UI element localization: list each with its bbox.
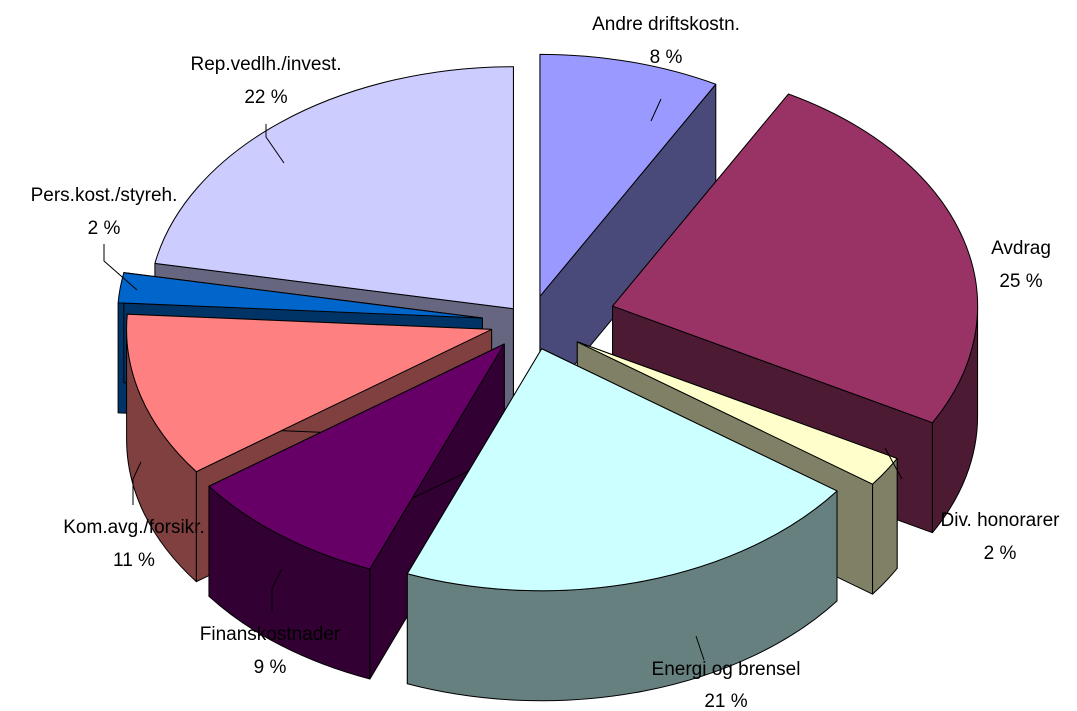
slice-top-andre-driftskostn: [539, 53, 717, 297]
leader-line-perskost: [103, 244, 138, 291]
slice-label-pct: 2 %: [984, 543, 1017, 564]
slice-label-pct: 22 %: [244, 87, 287, 108]
leader-line-energi: [695, 635, 705, 661]
pie-slices: [117, 53, 979, 702]
slice-label-name: Finanskostnader: [200, 624, 341, 645]
leader-line-finans: [271, 568, 283, 612]
slice-label-pct: 21 %: [704, 691, 747, 711]
slice-label-name: Andre driftskostn.: [592, 14, 740, 35]
slice-energi-og-brensel: [406, 348, 838, 702]
slice-label-name: Kom.avg./forsikr.: [63, 517, 205, 538]
slice-top-rep-vedlh-invest: [154, 66, 514, 310]
slice-label-pct: 8 %: [650, 47, 683, 68]
slice-label-name: Avdrag: [991, 238, 1051, 259]
slice-top-pers-kost-styreh: [117, 272, 483, 319]
slice-finanskostnader: [208, 343, 505, 680]
slice-label-pct: 2 %: [88, 218, 121, 239]
slice-top-energi-og-brensel: [406, 348, 838, 592]
leader-lines: [103, 98, 903, 661]
leader-line-komavg: [132, 461, 142, 505]
slice-label-name: Energi og brensel: [652, 659, 801, 680]
slice-top-div-honorarer: [576, 341, 898, 485]
slice-andre-driftskostn: [539, 53, 717, 407]
slice-label-pct: 25 %: [999, 271, 1042, 292]
slice-label-pct: 11 %: [113, 550, 155, 571]
slice-top-finanskostnader: [208, 343, 505, 570]
leader-line-divhon: [884, 447, 903, 480]
slice-label-name: Div. honorarer: [941, 510, 1061, 531]
leader-line-rep: [265, 124, 285, 164]
slice-label-name: Pers.kost./styreh.: [31, 185, 178, 206]
slice-top-avdrag: [612, 93, 979, 424]
slice-top-kom-avg-forsikr: [126, 313, 493, 473]
slice-label-name: Rep.vedlh./invest.: [190, 54, 341, 75]
slice-labels: Andre driftskostn. 8 % Avdrag 25 % Div. …: [31, 14, 1061, 711]
slice-label-pct: 9 %: [254, 657, 287, 678]
leader-line-andre: [650, 98, 662, 122]
